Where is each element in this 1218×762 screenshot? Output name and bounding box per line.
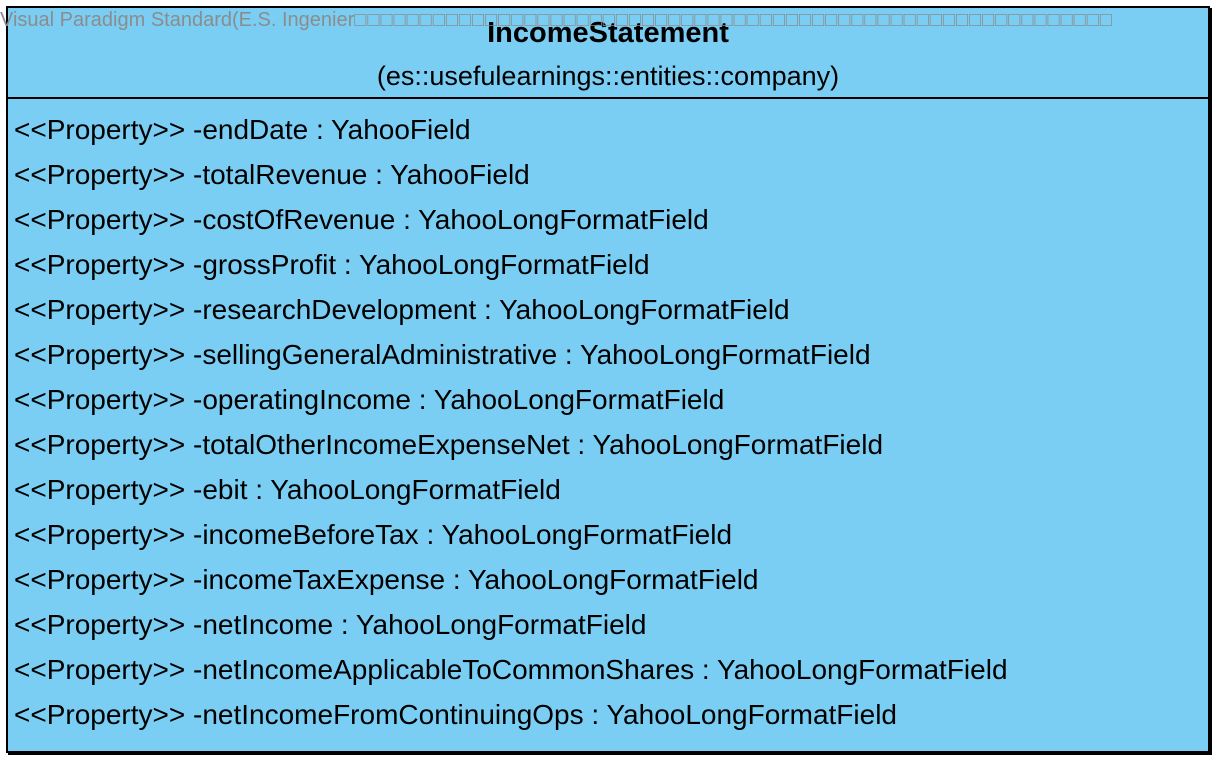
attribute-item: <<Property>> -researchDevelopment : Yaho… [14, 294, 790, 325]
attribute-item: <<Property>> -grossProfit : YahooLongFor… [14, 249, 650, 280]
attribute-item: <<Property>> -incomeTaxExpense : YahooLo… [14, 564, 759, 595]
attribute-list: <<Property>> -endDate : YahooField <<Pro… [8, 99, 1208, 737]
attribute-item: <<Property>> -operatingIncome : YahooLon… [14, 384, 725, 415]
attribute-item: <<Property>> -totalRevenue : YahooField [14, 159, 530, 190]
attribute-item: <<Property>> -totalOtherIncomeExpenseNet… [14, 429, 884, 460]
attribute-item: <<Property>> -netIncomeApplicableToCommo… [14, 654, 1008, 685]
attribute-item: <<Property>> -endDate : YahooField [14, 114, 471, 145]
attribute-item: <<Property>> -sellingGeneralAdministrati… [14, 339, 871, 370]
attribute-item: <<Property>> -incomeBeforeTax : YahooLon… [14, 519, 733, 550]
attribute-item: <<Property>> -netIncomeFromContinuingOps… [14, 699, 897, 730]
class-name: IncomeStatement [487, 17, 729, 49]
watermark-text: Visual Paradigm Standard(E.S. Ingenier [0, 9, 355, 31]
uml-class-box[interactable]: IncomeStatement (es::usefulearnings::ent… [6, 6, 1210, 753]
attribute-item: <<Property>> -netIncome : YahooLongForma… [14, 609, 647, 640]
watermark: Visual Paradigm Standard(E.S. Ingenier□□… [0, 8, 1214, 32]
class-namespace: (es::usefulearnings::entities::company) [376, 61, 840, 91]
watermark-boxes: □□□□□□□□□□□□□□□□□□□□□□□□□□□□□□□□□□□□□□□□… [354, 9, 1113, 31]
attribute-item: <<Property>> -costOfRevenue : YahooLongF… [14, 204, 709, 235]
class-header: IncomeStatement (es::usefulearnings::ent… [8, 8, 1208, 99]
attribute-item: <<Property>> -ebit : YahooLongFormatFiel… [14, 474, 561, 505]
